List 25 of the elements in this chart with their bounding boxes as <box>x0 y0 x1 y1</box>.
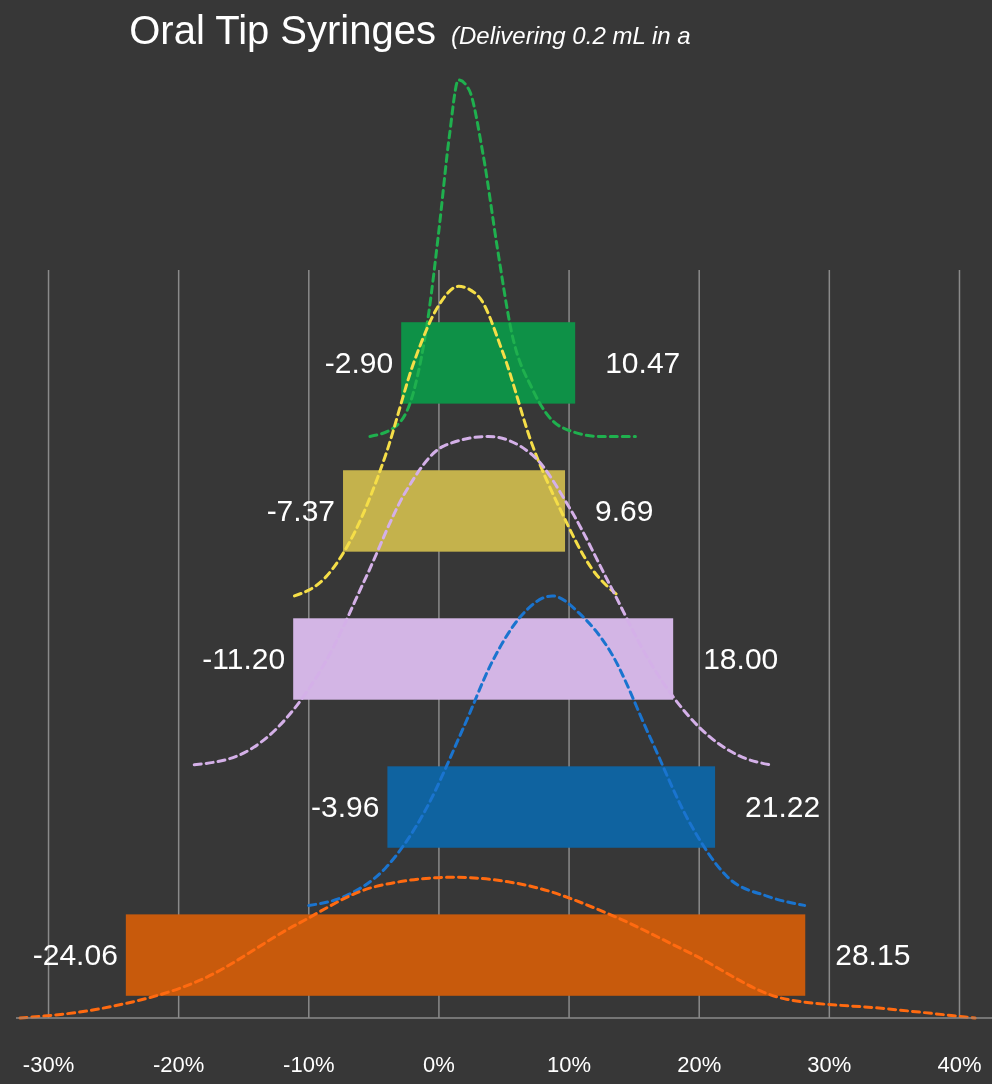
x-tick-label: 30% <box>807 1052 852 1077</box>
annotation: 28.15 <box>835 938 911 971</box>
x-tick-label: 0% <box>423 1052 455 1077</box>
annotation: -24.06 <box>32 938 118 971</box>
chart-subtitle: (Delivering 0.2 mL in a <box>451 22 691 49</box>
bar <box>293 618 674 700</box>
bar <box>125 914 806 996</box>
annotation: 9.69 <box>595 493 654 527</box>
bar <box>401 322 576 404</box>
bar <box>387 766 716 848</box>
x-tick-label: 20% <box>677 1052 722 1077</box>
annotation: -3.96 <box>311 789 380 823</box>
annotation: -2.90 <box>324 345 394 379</box>
x-tick-label: -30% <box>22 1052 75 1077</box>
x-tick-label: 10% <box>547 1052 592 1077</box>
bar <box>343 470 566 552</box>
chart-title: Oral Tip Syringes <box>129 8 436 52</box>
x-tick-label: -10% <box>283 1052 335 1077</box>
annotation: -11.20 <box>202 641 286 675</box>
x-tick-label: -20% <box>152 1052 205 1077</box>
x-tick-label: 40% <box>937 1052 982 1077</box>
annotation: 10.47 <box>605 345 681 379</box>
annotation: 21.22 <box>745 789 821 823</box>
annotation: -7.37 <box>266 493 336 527</box>
annotation: 18.00 <box>703 641 779 675</box>
